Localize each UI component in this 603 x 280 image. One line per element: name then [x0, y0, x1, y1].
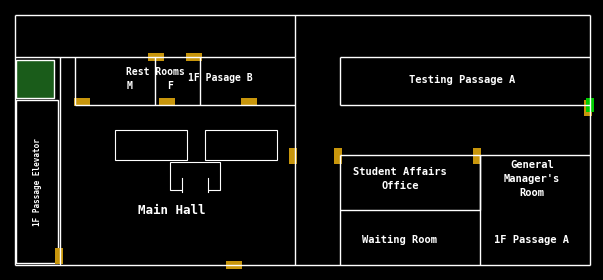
Text: 1F Passage Elevator: 1F Passage Elevator — [33, 138, 42, 226]
Bar — [186, 53, 202, 61]
Text: Rest Rooms: Rest Rooms — [125, 67, 185, 77]
Text: Manager's: Manager's — [504, 174, 560, 184]
Bar — [241, 98, 257, 106]
Text: Office: Office — [381, 181, 418, 191]
Text: Testing Passage A: Testing Passage A — [409, 75, 515, 85]
Text: Student Affairs: Student Affairs — [353, 167, 447, 177]
Bar — [226, 261, 242, 269]
Bar — [16, 100, 58, 263]
Bar — [159, 98, 175, 106]
Text: M: M — [127, 81, 133, 91]
Bar — [205, 130, 277, 160]
Text: Main Hall: Main Hall — [138, 204, 206, 216]
Bar — [334, 148, 342, 164]
Bar — [182, 178, 208, 192]
Text: Room: Room — [520, 188, 545, 198]
Bar — [115, 130, 187, 160]
Bar — [74, 98, 90, 106]
Text: F: F — [167, 81, 173, 91]
Bar — [289, 148, 297, 164]
Bar — [473, 148, 481, 164]
Text: 1F Pasage B: 1F Pasage B — [188, 73, 252, 83]
Bar — [16, 60, 54, 98]
Bar — [170, 162, 220, 190]
Bar — [584, 100, 592, 116]
Bar — [148, 53, 164, 61]
Text: Waiting Room: Waiting Room — [362, 235, 438, 245]
Bar — [55, 248, 63, 264]
Text: 1F Passage A: 1F Passage A — [494, 235, 569, 245]
Text: General: General — [510, 160, 554, 170]
Bar — [586, 98, 594, 112]
